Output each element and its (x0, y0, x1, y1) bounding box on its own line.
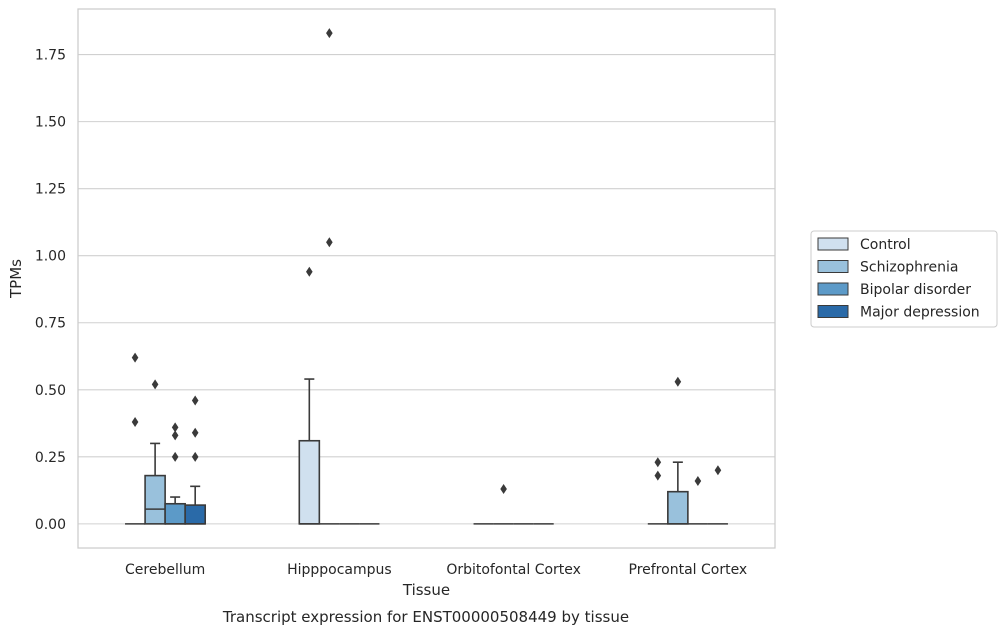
legend: Control Schizophrenia Bipolar disorder Majo… (810, 230, 998, 328)
outlier-point (674, 376, 682, 387)
box-schizophrenia (493, 484, 514, 525)
outlier-point (694, 475, 702, 486)
y-tick-label: 1.00 (35, 249, 66, 265)
box-plot-marks (125, 28, 728, 525)
y-tick-label: 1.75 (35, 48, 66, 64)
chart-title: Transcript expression for ENST0000050844… (222, 608, 629, 626)
legend-swatch (817, 282, 849, 296)
y-tick-label: 0.75 (35, 316, 66, 332)
y-axis-label: TPMs (7, 259, 25, 299)
plot-frame (77, 8, 776, 549)
box-schizophrenia (144, 379, 166, 525)
x-tick-label: Orbitofontal Cortex (446, 562, 581, 578)
outlier-point (171, 451, 179, 462)
outlier-point (191, 451, 199, 462)
y-tick-label: 0.25 (35, 450, 66, 466)
legend-swatch (817, 305, 849, 318)
y-tick-label: 0.50 (35, 383, 66, 399)
outlier-point (500, 484, 507, 495)
outlier-point (191, 395, 199, 406)
box-schizophrenia (319, 28, 340, 525)
outlier-point (326, 28, 333, 39)
y-tick-label: 1.25 (35, 182, 66, 198)
outlier-point (131, 416, 139, 427)
box-bipolar-disorder (687, 475, 708, 525)
box-rect (144, 474, 166, 525)
box-rect (667, 490, 689, 525)
legend-entry-label: Schizophrenia (860, 260, 958, 276)
y-tick-label: 0.00 (35, 517, 66, 533)
x-axis-label: Tissue (402, 581, 450, 599)
box-schizophrenia (667, 376, 689, 525)
box-bipolar-disorder (164, 422, 186, 525)
outlier-point (326, 237, 333, 248)
x-tick-label: Cerebellum (125, 562, 205, 578)
legend-entry-label: Control (860, 237, 911, 253)
outlier-point (714, 465, 722, 476)
outlier-point (306, 266, 313, 277)
outlier-point (191, 427, 199, 438)
box-major-depression (184, 395, 207, 525)
outlier-point (654, 470, 662, 481)
y-axis-ticks: 0.00 0.25 0.50 0.75 1.00 1.25 1.50 1.75 (35, 48, 66, 533)
x-axis-ticks: Cerebellum Hipppocampus Orbitofontal Corte… (125, 562, 747, 578)
outlier-point (131, 352, 139, 363)
box-control (298, 266, 321, 525)
box-rect (298, 439, 321, 525)
box-major-depression (707, 465, 728, 525)
x-tick-label: Prefrontal Cortex (629, 562, 748, 578)
box-rect (184, 504, 207, 525)
outlier-point (171, 422, 179, 433)
box-rect (164, 502, 186, 525)
legend-swatch (817, 237, 849, 251)
box-control (125, 352, 146, 525)
outlier-point (171, 430, 179, 441)
y-tick-label: 1.50 (35, 115, 66, 131)
legend-entry-label: Bipolar disorder (860, 282, 971, 298)
outlier-point (151, 379, 159, 390)
legend-entry-label: Major depression (860, 305, 980, 321)
box-control (647, 457, 668, 525)
outlier-point (654, 457, 662, 468)
x-tick-label: Hipppocampus (287, 562, 392, 578)
grid-lines (78, 54, 775, 525)
legend-frame (810, 230, 998, 328)
legend-swatch (817, 260, 849, 273)
